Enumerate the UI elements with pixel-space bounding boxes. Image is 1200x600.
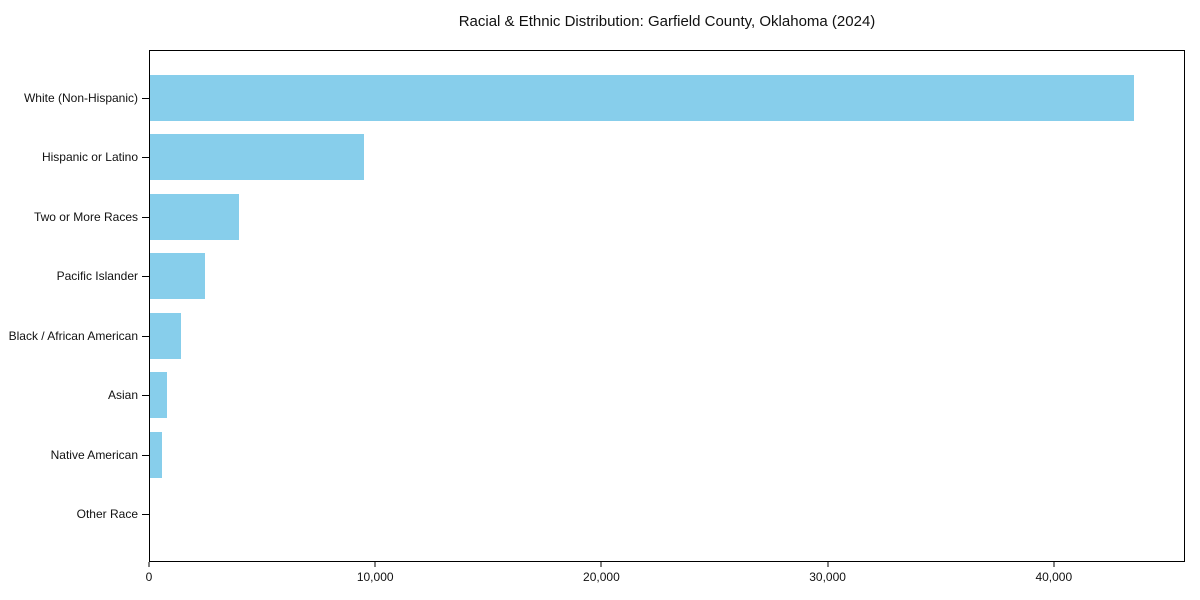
y-tick-label: Asian [107, 388, 138, 403]
bar [150, 193, 239, 240]
bar-row: Black / African American [9, 306, 1184, 366]
bar-row: Pacific Islander [57, 247, 1184, 307]
bar [150, 253, 205, 300]
bar-row: Native American [51, 425, 1184, 485]
y-tick-label: White (Non-Hispanic) [23, 90, 138, 105]
y-axis-tick-mark [142, 276, 149, 278]
x-tick-label: 20,000 [583, 570, 620, 584]
bar-row: Hispanic or Latino [42, 128, 1184, 188]
x-tick-label: 30,000 [809, 570, 846, 584]
y-tick-label: Other Race [76, 507, 138, 522]
y-axis-tick-mark [142, 454, 149, 456]
x-axis: 0 10,000 20,000 30,000 40,000 [145, 562, 1185, 592]
bar [150, 431, 162, 478]
y-axis-tick-mark [142, 514, 149, 516]
y-axis-tick-mark [142, 395, 149, 397]
plot-area: White (Non-Hispanic) Hispanic or Latino Tw… [9, 50, 1185, 562]
x-tick-label: 0 [145, 570, 153, 584]
chart-title: Racial & Ethnic Distribution: Garfield C… [458, 13, 876, 30]
x-axis-tick-mark [374, 562, 376, 567]
y-tick-label: Pacific Islander [56, 269, 138, 284]
bar-row: Other Race [77, 485, 1184, 545]
bar [150, 372, 167, 419]
y-axis-tick-mark [142, 335, 149, 337]
y-axis-tick-mark [142, 97, 149, 99]
bar [150, 312, 181, 359]
x-axis-tick-mark [148, 562, 150, 567]
y-tick-label: Black / African American [8, 328, 138, 343]
bar [150, 74, 1135, 121]
bar [150, 134, 364, 181]
x-axis-tick-mark [600, 562, 602, 567]
x-axis-tick-mark [1053, 562, 1055, 567]
bar-rows: White (Non-Hispanic) Hispanic or Latino Tw… [9, 51, 1184, 561]
x-tick-label: 40,000 [1035, 570, 1073, 584]
x-tick-label: 10,000 [356, 570, 394, 584]
bar-row: Asian [108, 366, 1184, 426]
y-axis-tick-mark [142, 216, 149, 218]
y-tick-label: Two or More Races [33, 209, 138, 224]
y-tick-label: Native American [50, 447, 138, 462]
x-axis-tick-mark [827, 562, 829, 567]
bar-row: White (Non-Hispanic) [24, 68, 1184, 128]
y-axis-tick-mark [142, 157, 149, 159]
y-tick-label: Hispanic or Latino [41, 150, 138, 165]
bar-row: Two or More Races [34, 187, 1184, 247]
